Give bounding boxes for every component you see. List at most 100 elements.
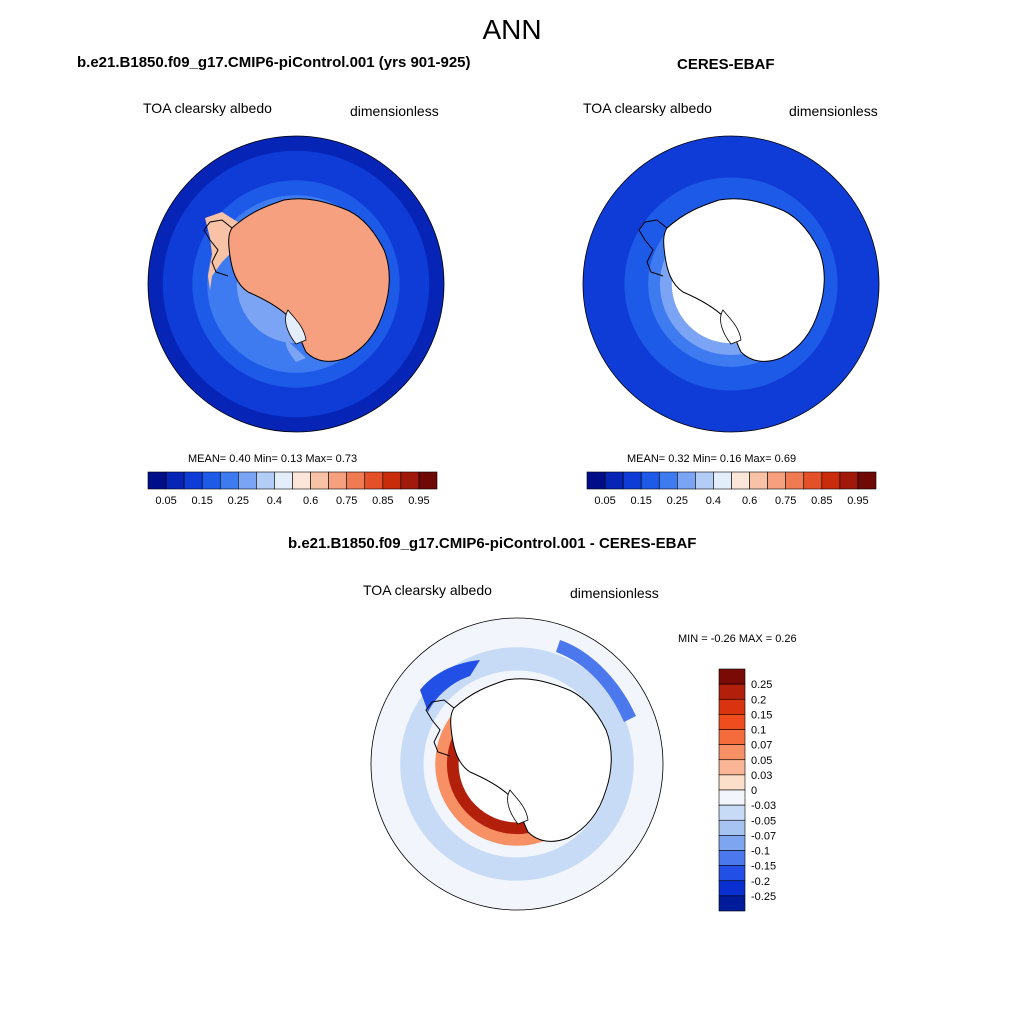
panel3-units-label: dimensionless bbox=[570, 585, 659, 601]
colorbar-box bbox=[718, 895, 746, 912]
colorbar-box bbox=[803, 471, 823, 490]
colorbar-box bbox=[382, 471, 402, 490]
panel1-continent bbox=[228, 198, 390, 362]
panel1-ross-ice bbox=[285, 309, 307, 345]
colorbar-tick-label: 0.25 bbox=[667, 495, 688, 507]
colorbar-tick-label: 0.4 bbox=[706, 495, 721, 507]
colorbar-box bbox=[718, 819, 746, 836]
colorbar-box bbox=[718, 835, 746, 851]
colorbar-box bbox=[718, 789, 746, 806]
colorbar-box bbox=[718, 759, 746, 776]
colorbar-tick-label: 0.15 bbox=[751, 709, 772, 721]
panel1-map-border bbox=[147, 135, 445, 433]
colorbar-box bbox=[857, 471, 877, 490]
colorbar-box bbox=[604, 471, 624, 490]
colorbar-box bbox=[718, 865, 746, 882]
colorbar-box bbox=[718, 880, 746, 897]
colorbar-box bbox=[821, 471, 841, 490]
colorbar-box bbox=[713, 471, 732, 490]
colorbar-tick-label: 0.75 bbox=[775, 495, 796, 507]
colorbar-box bbox=[767, 471, 786, 490]
colorbar-tick-label: -0.25 bbox=[751, 891, 776, 903]
colorbar-box bbox=[165, 471, 185, 490]
colorbar-box bbox=[201, 471, 221, 490]
panel1-map bbox=[148, 136, 444, 432]
colorbar-box bbox=[640, 471, 660, 490]
panel1-coast-peninsula bbox=[203, 219, 233, 277]
colorbar-box bbox=[622, 471, 642, 490]
colorbar-tick-label: -0.2 bbox=[751, 876, 770, 888]
panel2-title: CERES-EBAF bbox=[677, 56, 775, 73]
colorbar-box bbox=[785, 471, 805, 490]
colorbar-box bbox=[147, 471, 167, 490]
colorbar-tick-label: 0.15 bbox=[191, 495, 212, 507]
colorbar-tick-label: -0.05 bbox=[751, 815, 776, 827]
colorbar-box bbox=[256, 471, 275, 490]
colorbar-box bbox=[328, 471, 347, 490]
colorbar-box bbox=[718, 850, 746, 866]
colorbar-box bbox=[364, 471, 384, 490]
panel1-units-label: dimensionless bbox=[350, 103, 439, 119]
colorbar-tick-label: -0.15 bbox=[751, 861, 776, 873]
colorbar-tick-label: -0.03 bbox=[751, 800, 776, 812]
colorbar-box bbox=[718, 804, 746, 821]
colorbar-tick-label: 0.2 bbox=[751, 694, 766, 706]
colorbar-box bbox=[718, 698, 746, 715]
colorbar-tick-label: 0.6 bbox=[303, 495, 318, 507]
colorbar-tick-label: 0.25 bbox=[228, 495, 249, 507]
panel3-variable-label: TOA clearsky albedo bbox=[363, 582, 492, 598]
panel3-title: b.e21.B1850.f09_g17.CMIP6-piControl.001 … bbox=[288, 535, 697, 552]
panel3-stats: MIN = -0.26 MAX = 0.26 bbox=[678, 633, 797, 645]
panel2-variable-label: TOA clearsky albedo bbox=[583, 100, 712, 116]
panel3-colorbar: 0.25 0.2 0.15 0.1 0.07 0.05 0.03 0 -0.03 -0.05 -0.… bbox=[718, 668, 776, 912]
colorbar-tick-label: 0.1 bbox=[751, 725, 766, 737]
colorbar-box bbox=[346, 471, 366, 490]
colorbar-tick-label: 0.05 bbox=[155, 495, 176, 507]
colorbar-box bbox=[718, 668, 746, 685]
colorbar-tick-label: 0.25 bbox=[751, 679, 772, 691]
panel2-map bbox=[583, 136, 879, 432]
panel1-ross-sea-blue bbox=[285, 338, 306, 362]
colorbar-tick-label: 0.05 bbox=[751, 755, 772, 767]
colorbar-tick-label: 0.85 bbox=[372, 495, 393, 507]
colorbar-tick-label: 0.6 bbox=[742, 495, 757, 507]
panel2-coast-peninsula bbox=[638, 219, 668, 277]
colorbar-box bbox=[274, 471, 293, 490]
colorbar-tick-label: 0.95 bbox=[408, 495, 429, 507]
panel1-stats: MEAN= 0.40 Min= 0.13 Max= 0.73 bbox=[188, 453, 358, 465]
colorbar-box bbox=[292, 471, 311, 490]
colorbar-box bbox=[718, 714, 746, 730]
colorbar-box bbox=[238, 471, 257, 490]
colorbar-box bbox=[718, 744, 746, 761]
colorbar-tick-label: 0.03 bbox=[751, 770, 772, 782]
colorbar-box bbox=[749, 471, 768, 490]
colorbar-box bbox=[677, 471, 696, 490]
colorbar-tick-label: -0.1 bbox=[751, 846, 770, 858]
colorbar-tick-label: 0.4 bbox=[267, 495, 282, 507]
colorbar-box bbox=[418, 471, 438, 490]
panel3-ross-ice bbox=[507, 789, 529, 825]
figure-title: ANN bbox=[482, 14, 542, 45]
panel2-units-label: dimensionless bbox=[789, 103, 878, 119]
panel3-coast-peninsula bbox=[425, 699, 455, 757]
colorbar-tick-label: 0.07 bbox=[751, 740, 772, 752]
panel3-blue-anomaly-weddell bbox=[420, 660, 480, 712]
colorbar-tick-label: 0.05 bbox=[594, 495, 615, 507]
colorbar-box bbox=[310, 471, 329, 490]
colorbar-box bbox=[400, 471, 420, 490]
colorbar-box bbox=[183, 471, 203, 490]
colorbar-tick-label: 0.75 bbox=[336, 495, 357, 507]
panel3-map bbox=[371, 618, 663, 910]
panel1-colorbar: 0.05 0.15 0.25 0.4 0.6 0.75 0.85 0.95 bbox=[147, 471, 438, 507]
panel3-blue-anomaly-east bbox=[556, 640, 636, 722]
colorbar-tick-label: 0.95 bbox=[847, 495, 868, 507]
colorbar-tick-label: 0.15 bbox=[630, 495, 651, 507]
panel2-colorbar: 0.05 0.15 0.25 0.4 0.6 0.75 0.85 0.95 bbox=[586, 471, 877, 507]
panel3-continent bbox=[450, 678, 612, 842]
colorbar-box bbox=[695, 471, 714, 490]
colorbar-tick-label: 0 bbox=[751, 785, 757, 797]
colorbar-box bbox=[586, 471, 606, 490]
colorbar-box bbox=[839, 471, 859, 490]
panel2-continent bbox=[663, 198, 825, 362]
colorbar-tick-label: -0.07 bbox=[751, 830, 776, 842]
